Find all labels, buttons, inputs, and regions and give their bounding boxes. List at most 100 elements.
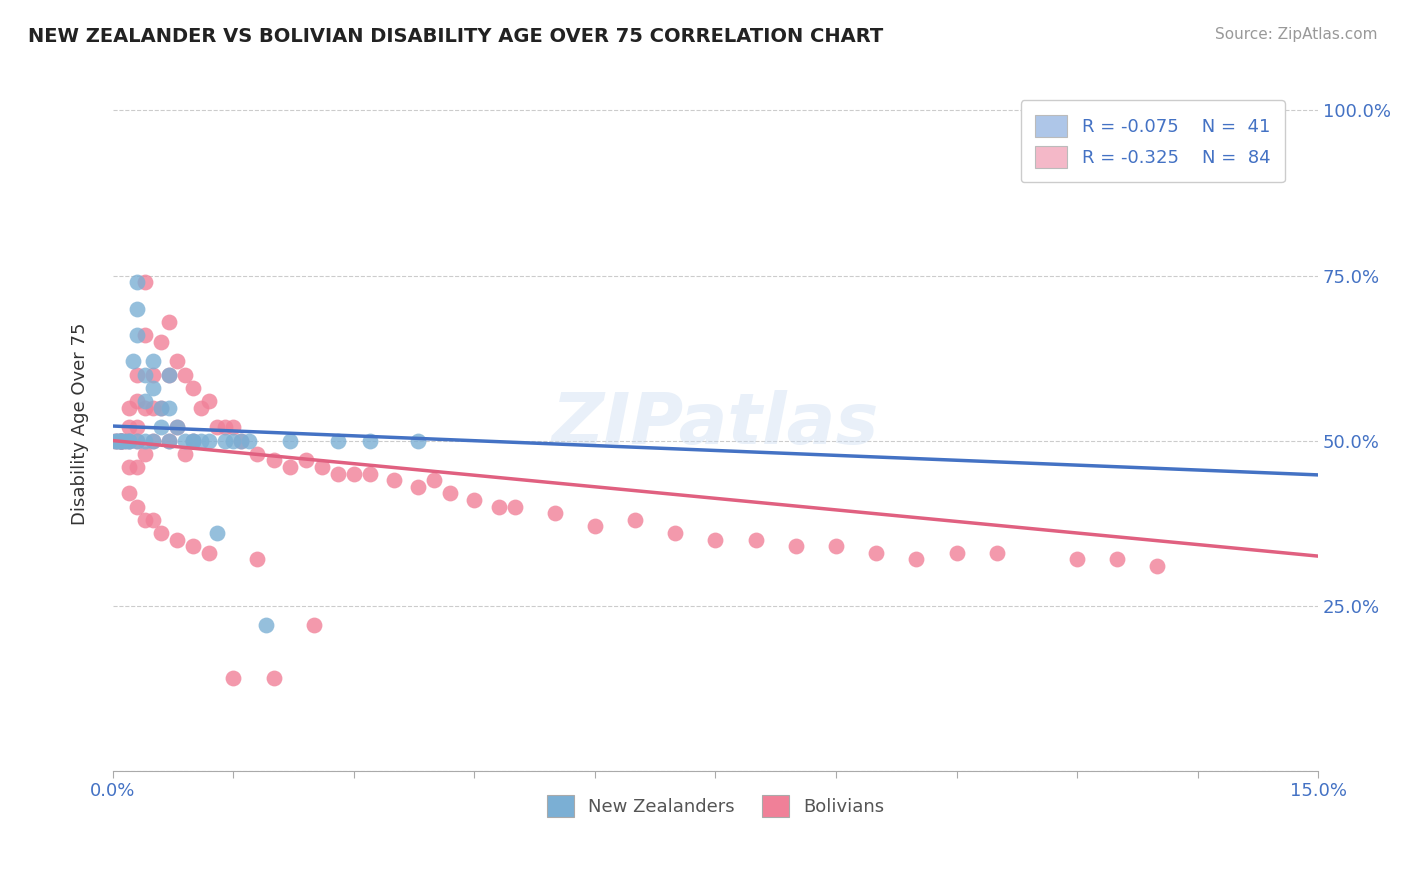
Point	[125, 434, 148, 448]
Point	[157, 401, 180, 415]
Point	[157, 434, 180, 448]
Legend: New Zealanders, Bolivians: New Zealanders, Bolivians	[540, 788, 891, 824]
Point	[157, 315, 180, 329]
Point	[231, 434, 253, 448]
Point	[125, 420, 148, 434]
Point	[150, 401, 173, 415]
Point	[105, 434, 128, 448]
Point	[150, 420, 173, 434]
Point	[181, 539, 204, 553]
Point	[231, 434, 253, 448]
Point	[214, 420, 236, 434]
Point	[125, 368, 148, 382]
Point	[107, 434, 129, 448]
Point	[110, 434, 132, 448]
Point	[110, 434, 132, 448]
Point	[463, 493, 485, 508]
Point	[125, 394, 148, 409]
Point	[118, 434, 141, 448]
Point	[1066, 552, 1088, 566]
Point	[664, 526, 686, 541]
Point	[134, 275, 156, 289]
Point	[125, 434, 148, 448]
Point	[190, 401, 212, 415]
Point	[174, 434, 197, 448]
Point	[157, 434, 180, 448]
Point	[181, 381, 204, 395]
Point	[122, 354, 145, 368]
Point	[134, 368, 156, 382]
Point	[118, 401, 141, 415]
Point	[254, 618, 277, 632]
Point	[134, 434, 156, 448]
Point	[246, 552, 269, 566]
Point	[198, 394, 221, 409]
Point	[110, 434, 132, 448]
Point	[150, 401, 173, 415]
Point	[439, 486, 461, 500]
Point	[278, 434, 301, 448]
Point	[406, 480, 429, 494]
Point	[1107, 552, 1129, 566]
Y-axis label: Disability Age Over 75: Disability Age Over 75	[72, 323, 89, 525]
Point	[181, 434, 204, 448]
Point	[222, 671, 245, 685]
Point	[134, 327, 156, 342]
Point	[104, 434, 127, 448]
Point	[359, 434, 381, 448]
Point	[207, 420, 229, 434]
Point	[905, 552, 928, 566]
Point	[294, 453, 316, 467]
Point	[207, 526, 229, 541]
Point	[114, 434, 136, 448]
Point	[110, 434, 132, 448]
Point	[198, 546, 221, 560]
Point	[222, 434, 245, 448]
Point	[359, 467, 381, 481]
Point	[142, 368, 165, 382]
Point	[142, 401, 165, 415]
Point	[744, 533, 766, 547]
Point	[166, 354, 188, 368]
Point	[382, 473, 405, 487]
Point	[326, 434, 349, 448]
Point	[118, 420, 141, 434]
Point	[198, 434, 221, 448]
Text: ZIPatlas: ZIPatlas	[551, 390, 879, 458]
Point	[263, 453, 285, 467]
Point	[246, 447, 269, 461]
Point	[110, 434, 132, 448]
Point	[181, 434, 204, 448]
Point	[157, 368, 180, 382]
Point	[503, 500, 526, 514]
Text: Source: ZipAtlas.com: Source: ZipAtlas.com	[1215, 27, 1378, 42]
Point	[110, 434, 132, 448]
Text: NEW ZEALANDER VS BOLIVIAN DISABILITY AGE OVER 75 CORRELATION CHART: NEW ZEALANDER VS BOLIVIAN DISABILITY AGE…	[28, 27, 883, 45]
Point	[174, 447, 197, 461]
Point	[134, 394, 156, 409]
Point	[142, 434, 165, 448]
Point	[104, 434, 127, 448]
Point	[134, 447, 156, 461]
Point	[825, 539, 848, 553]
Point	[488, 500, 510, 514]
Point	[125, 460, 148, 475]
Point	[142, 434, 165, 448]
Point	[326, 467, 349, 481]
Point	[214, 434, 236, 448]
Point	[118, 434, 141, 448]
Point	[118, 460, 141, 475]
Point	[134, 513, 156, 527]
Point	[263, 671, 285, 685]
Point	[222, 420, 245, 434]
Point	[142, 354, 165, 368]
Point	[945, 546, 967, 560]
Point	[110, 434, 132, 448]
Point	[125, 327, 148, 342]
Point	[150, 526, 173, 541]
Point	[181, 434, 204, 448]
Point	[110, 434, 132, 448]
Point	[114, 434, 136, 448]
Point	[166, 420, 188, 434]
Point	[125, 301, 148, 316]
